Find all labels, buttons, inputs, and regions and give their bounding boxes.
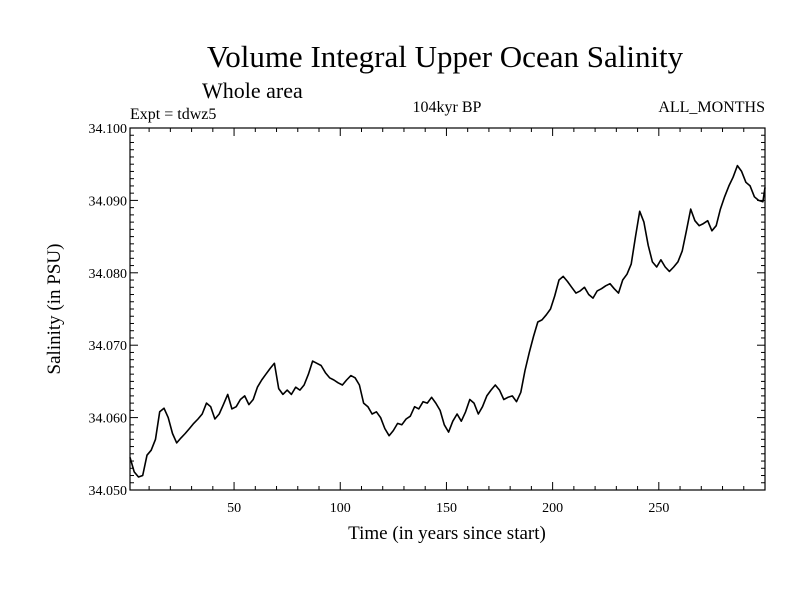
y-tick-label: 34.100 [89,122,128,137]
y-tick-label: 34.060 [89,412,128,427]
axis-tick-labels: 34.050 34.060 34.070 34.080 34.090 34.100 50 10… [89,122,670,516]
y-tick-label: 34.090 [89,194,128,209]
chart-subtitle: Whole area [202,78,303,103]
x-tick-label: 250 [648,501,669,516]
x-tick-label: 100 [330,501,351,516]
x-tick-label: 150 [436,501,457,516]
months-label: ALL_MONTHS [658,99,765,116]
x-tick-label: 50 [227,501,241,516]
y-tick-label: 34.070 [89,339,128,354]
experiment-label: Expt = tdwz5 [130,106,216,123]
y-tick-label: 34.050 [89,484,128,499]
period-label: 104kyr BP [413,99,482,116]
plot-frame [129,127,766,491]
axis-ticks [130,127,765,491]
salinity-series-line [129,164,766,478]
y-axis-label: Salinity (in PSU) [44,244,65,375]
y-tick-label: 34.080 [89,267,128,282]
x-axis-label: Time (in years since start) [348,523,546,544]
chart-title: Volume Integral Upper Ocean Salinity [207,39,684,74]
x-tick-label: 200 [542,501,563,516]
